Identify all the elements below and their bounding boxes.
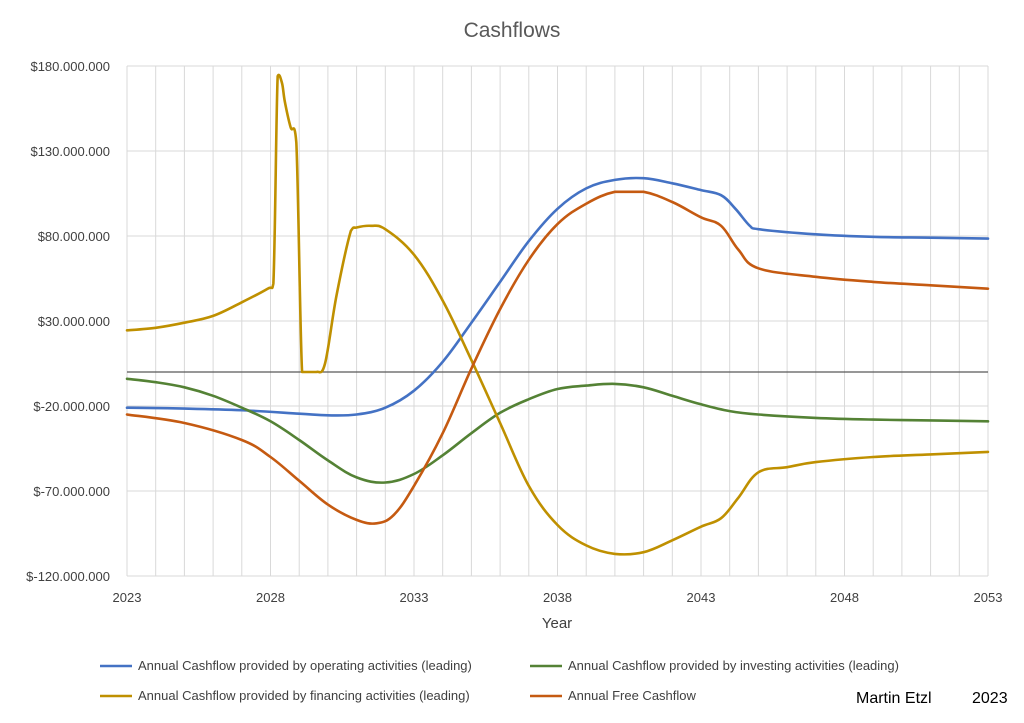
free-cashflow-line <box>125 190 990 525</box>
y-tick-label: $-120.000.000 <box>26 569 110 584</box>
x-tick-label: 2023 <box>113 590 142 605</box>
gridlines <box>126 65 989 577</box>
operating-cashflow-line <box>125 176 990 417</box>
x-tick-label: 2028 <box>256 590 285 605</box>
legend-item-operating: Annual Cashflow provided by operating ac… <box>100 658 472 673</box>
series-lines <box>125 73 990 556</box>
x-axis-ticks: 2023 2028 2033 2038 2043 2048 2053 <box>113 590 1003 605</box>
financing-cashflow-line <box>125 73 990 556</box>
credit-year: 2023 <box>972 690 1008 707</box>
legend-item-free-cashflow: Annual Free Cashflow <box>530 688 697 703</box>
y-tick-label: $-20.000.000 <box>33 399 110 414</box>
legend: Annual Cashflow provided by operating ac… <box>100 658 899 703</box>
legend-item-investing: Annual Cashflow provided by investing ac… <box>530 658 899 673</box>
y-tick-label: $30.000.000 <box>38 314 110 329</box>
y-tick-label: $-70.000.000 <box>33 484 110 499</box>
author-credit: Martin Etzl <box>856 690 932 707</box>
legend-label: Annual Free Cashflow <box>568 688 697 703</box>
legend-item-financing: Annual Cashflow provided by financing ac… <box>100 688 470 703</box>
y-tick-label: $80.000.000 <box>38 229 110 244</box>
chart-title: Cashflows <box>464 19 561 42</box>
legend-label: Annual Cashflow provided by financing ac… <box>138 688 470 703</box>
x-tick-label: 2038 <box>543 590 572 605</box>
x-axis-title: Year <box>542 615 572 632</box>
x-tick-label: 2033 <box>400 590 429 605</box>
investing-cashflow-line <box>125 377 990 484</box>
x-tick-label: 2043 <box>687 590 716 605</box>
legend-label: Annual Cashflow provided by operating ac… <box>138 658 472 673</box>
y-axis-ticks: $-120.000.000 $-70.000.000 $-20.000.000 $30… <box>26 59 110 584</box>
y-tick-label: $130.000.000 <box>30 144 110 159</box>
x-tick-label: 2053 <box>974 590 1003 605</box>
y-tick-label: $180.000.000 <box>30 59 110 74</box>
legend-label: Annual Cashflow provided by investing ac… <box>568 658 899 673</box>
x-tick-label: 2048 <box>830 590 859 605</box>
